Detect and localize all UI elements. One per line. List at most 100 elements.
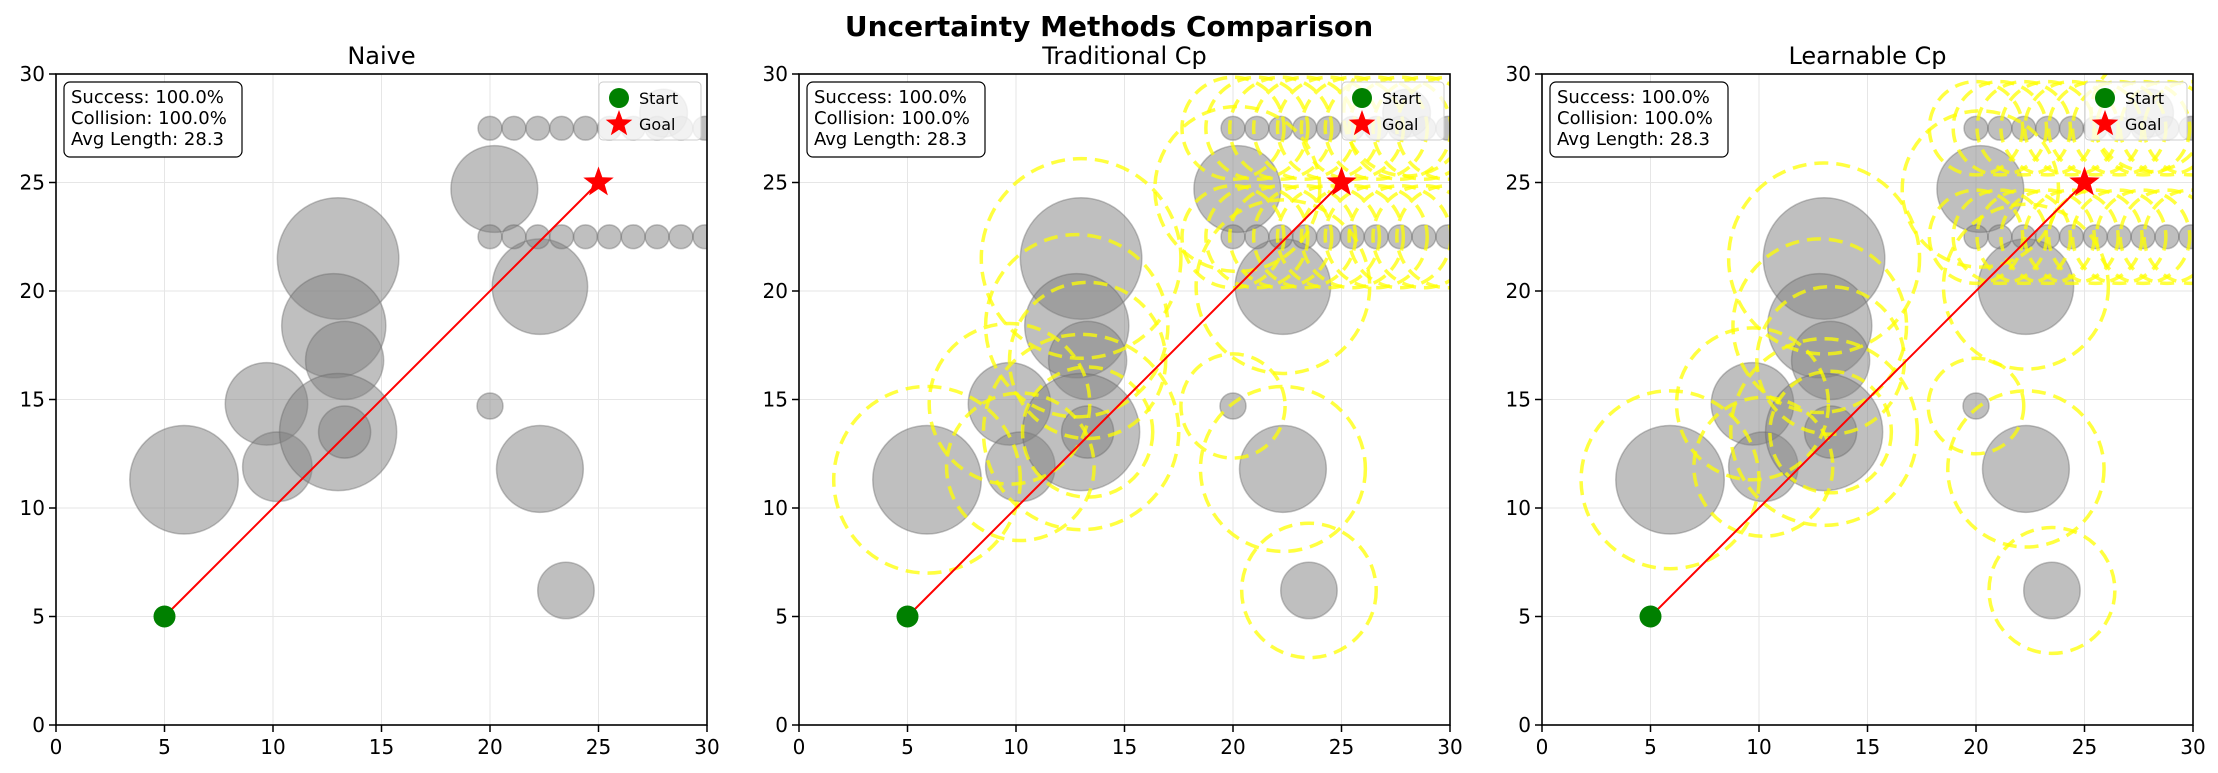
- stats-line: Avg Length: 28.3: [1557, 129, 1710, 150]
- uncertainty-region: [1951, 79, 2049, 177]
- y-tick-label: 15: [1506, 388, 1531, 412]
- uncertainty-region: [2094, 188, 2192, 286]
- obstacle: [1279, 561, 1338, 620]
- uncertainty-region: [1299, 184, 1406, 290]
- obstacle: [1238, 424, 1328, 514]
- obstacle: [491, 238, 589, 336]
- legend-goal-label: Goal: [639, 115, 675, 134]
- y-tick-label: 25: [20, 171, 45, 195]
- uncertainty-region: [1692, 395, 1835, 538]
- uncertainty-region: [1007, 280, 1168, 441]
- legend: Start Goal: [2084, 81, 2188, 141]
- legend-start-label: Start: [1382, 89, 1421, 108]
- obstacle: [1315, 224, 1342, 250]
- uncertainty-region: [927, 321, 1092, 486]
- obstacle: [501, 224, 527, 250]
- y-tick-label: 30: [763, 62, 788, 86]
- stats-box: Success: 100.0%Collision: 100.0%Avg Leng…: [1549, 81, 1729, 158]
- uncertainty-region: [1198, 384, 1368, 554]
- obstacle: [1387, 224, 1413, 250]
- panel-2: Learnable Cp 0 5 10 15 20 25 30 0 5 10 15 20 25 30 Succ…: [1506, 42, 2206, 759]
- stats-line: Avg Length: 28.3: [814, 129, 967, 150]
- uncertainty-region: [1227, 184, 1334, 290]
- uncertainty-region: [831, 384, 1023, 575]
- y-tick-label: 30: [20, 62, 45, 86]
- uncertainty-region: [2023, 188, 2120, 286]
- uncertainty-region: [1347, 184, 1450, 290]
- obstacle: [477, 115, 503, 141]
- planned-path: [906, 181, 1343, 618]
- x-tick-label: 10: [1003, 735, 1028, 759]
- panel-0: Naive 0 5 10 15 20 25 30 0 5 10 15 20 25 30 Success: 10…: [20, 42, 720, 759]
- obstacle: [1244, 115, 1270, 141]
- uncertainty-region: [2142, 79, 2193, 177]
- uncertainty-region: [1768, 369, 1894, 495]
- uncertainty-region: [1180, 75, 1286, 181]
- uncertainty-region: [2118, 188, 2193, 286]
- stats-box-frame: [63, 81, 243, 158]
- uncertainty-region: [1239, 521, 1378, 660]
- legend-start-marker: [609, 88, 629, 108]
- obstacle: [129, 424, 240, 535]
- y-tick-label: 20: [763, 279, 788, 303]
- legend-start-marker: [1352, 88, 1372, 108]
- planned-path: [163, 181, 600, 618]
- stats-line: Collision: 100.0%: [814, 108, 970, 129]
- uncertainty-region: [2118, 79, 2193, 177]
- obstacle: [2022, 561, 2081, 620]
- obstacle: [1411, 224, 1437, 250]
- obstacle: [476, 392, 504, 420]
- uncertainty-region: [1975, 188, 2073, 286]
- legend: Start Goal: [1341, 81, 1445, 141]
- uncertainty-region: [1275, 184, 1382, 290]
- x-tick-label: 30: [694, 735, 719, 759]
- uncertainty-region: [1975, 79, 2073, 177]
- obstacle: [644, 224, 670, 250]
- x-tick-label: 30: [1437, 735, 1462, 759]
- uncertainty-region: [1987, 525, 2117, 656]
- x-tick-label: 15: [1112, 735, 1137, 759]
- obstacle: [572, 224, 599, 250]
- obstacle: [450, 144, 539, 234]
- x-tick-label: 5: [158, 735, 171, 759]
- stats-line: Avg Length: 28.3: [71, 129, 224, 150]
- uncertainty-region: [983, 232, 1170, 419]
- y-tick-label: 30: [1506, 62, 1531, 86]
- x-tick-label: 10: [1746, 735, 1771, 759]
- x-tick-label: 20: [1220, 735, 1245, 759]
- uncertainty-region: [1371, 184, 1450, 290]
- y-tick-label: 5: [1518, 605, 1531, 629]
- obstacle: [477, 224, 503, 250]
- planned-path: [1649, 181, 2086, 618]
- uncertainty-region: [1204, 184, 1310, 290]
- legend-start-label: Start: [2125, 89, 2164, 108]
- x-tick-label: 25: [1329, 735, 1354, 759]
- uncertainty-region: [1926, 356, 2026, 456]
- uncertainty-region: [1179, 352, 1287, 460]
- legend-start-marker: [2095, 88, 2115, 108]
- uncertainty-region: [981, 332, 1181, 532]
- uncertainty-region: [1726, 161, 1922, 356]
- y-tick-label: 25: [763, 171, 788, 195]
- uncertainty-region: [2046, 188, 2144, 286]
- obstacle: [1315, 115, 1342, 141]
- stats-line: Success: 100.0%: [71, 87, 224, 108]
- uncertainty-region: [1951, 188, 2049, 286]
- start-marker: [1639, 605, 1662, 628]
- uncertainty-region: [1729, 336, 1920, 528]
- x-tick-label: 20: [1963, 735, 1988, 759]
- uncertainty-region: [1731, 237, 1909, 415]
- legend-start-label: Start: [639, 89, 678, 108]
- y-tick-label: 25: [1506, 171, 1531, 195]
- obstacle: [1268, 224, 1294, 250]
- obstacle: [1244, 224, 1270, 250]
- uncertainty-region: [1927, 79, 2025, 177]
- panel-1: Traditional Cp 0 5 10 15 20 25 30 0 5 10 15 20 25 30 Su…: [763, 42, 1463, 759]
- obstacle: [1962, 392, 1990, 420]
- uncertainty-region: [1999, 188, 2097, 286]
- y-tick-label: 20: [1506, 279, 1531, 303]
- obstacle: [1963, 115, 1989, 141]
- obstacle: [1363, 224, 1389, 250]
- obstacle: [1615, 424, 1726, 535]
- y-tick-label: 0: [1518, 713, 1531, 737]
